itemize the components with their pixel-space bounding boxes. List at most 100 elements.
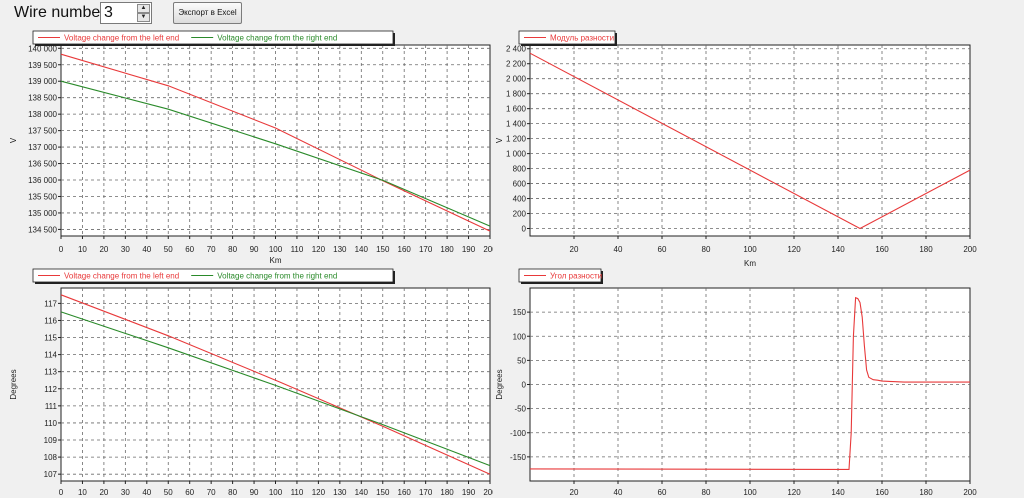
x-tick-label: 0 xyxy=(59,488,64,497)
y-axis-title: V xyxy=(9,137,18,143)
y-tick-label: 600 xyxy=(513,180,527,189)
y-axis-title: Degrees xyxy=(495,369,504,399)
chart-voltage-difference: 20 40 60 80 100 120 140 160 180 200 0 200 400 600 800 1… xyxy=(494,28,978,270)
x-tick-label: 140 xyxy=(355,488,369,497)
y-tick-label: 135 500 xyxy=(28,192,57,201)
x-tick-label: 60 xyxy=(185,488,194,497)
y-tick-label: -150 xyxy=(510,453,527,462)
y-tick-label: 200 xyxy=(513,210,527,219)
y-tick-label: 113 xyxy=(44,368,57,377)
series-line-red xyxy=(60,294,491,475)
series-line-red xyxy=(529,52,971,230)
chart-phase-angle: 0 10 20 30 40 50 60 70 80 90 100 110 120 130 140 150 160… xyxy=(8,266,493,498)
x-tick-label: 100 xyxy=(743,488,757,497)
x-tick-label: 50 xyxy=(164,488,173,497)
legend-box xyxy=(518,30,616,45)
x-tick-label: 0 xyxy=(59,245,64,254)
x-tick-label: 120 xyxy=(312,245,326,254)
x-tick-label: 30 xyxy=(121,245,130,254)
y-tick-label: 140 000 xyxy=(28,44,57,53)
x-tick-label: 50 xyxy=(164,245,173,254)
x-tick-label: 190 xyxy=(462,245,476,254)
x-tick-label: 100 xyxy=(269,245,283,254)
x-tick-label: 180 xyxy=(919,245,933,254)
y-tick-label: 0 xyxy=(522,381,527,390)
x-tick-label: 160 xyxy=(875,488,889,497)
x-tick-label: 60 xyxy=(658,488,667,497)
x-tick-label: 170 xyxy=(419,245,433,254)
y-tick-label: 400 xyxy=(513,195,527,204)
y-tick-label: 116 xyxy=(44,316,57,325)
x-tick-label: 160 xyxy=(875,245,889,254)
x-tick-label: 180 xyxy=(440,245,454,254)
x-tick-label: 80 xyxy=(228,245,237,254)
y-tick-label: 137 500 xyxy=(28,127,57,136)
legend-label: Voltage change from the left end xyxy=(64,272,179,281)
y-tick-label: 109 xyxy=(44,436,58,445)
legend-label: Модуль разности xyxy=(550,34,614,43)
x-tick-label: 110 xyxy=(291,488,304,497)
chart-angle-difference: 20 40 60 80 100 120 140 160 180 200 -150 -100 -50 0 50… xyxy=(494,266,978,498)
y-tick-label: 135 000 xyxy=(28,209,57,218)
series-line-green xyxy=(60,311,491,467)
legend-label: Voltage change from the left end xyxy=(64,34,179,43)
y-tick-label: -50 xyxy=(514,405,526,414)
y-tick-label: 50 xyxy=(517,356,526,365)
x-tick-label: 40 xyxy=(142,245,151,254)
x-tick-label: 20 xyxy=(99,488,108,497)
y-tick-label: 115 xyxy=(44,334,57,343)
series-line-red xyxy=(60,53,491,232)
x-tick-label: 10 xyxy=(78,488,87,497)
y-tick-label: 139 000 xyxy=(28,77,57,86)
x-tick-label: 180 xyxy=(919,488,933,497)
x-tick-label: 130 xyxy=(333,245,347,254)
x-tick-label: 200 xyxy=(483,245,493,254)
y-tick-label: 111 xyxy=(45,402,58,411)
spin-down-arrow-icon[interactable]: ▼ xyxy=(137,13,150,22)
x-tick-label: 150 xyxy=(376,488,390,497)
export-excel-button[interactable]: Экспорт в Excel xyxy=(173,2,242,24)
y-tick-label: 137 000 xyxy=(28,143,57,152)
x-tick-label: 80 xyxy=(702,245,711,254)
x-tick-label: 40 xyxy=(614,488,623,497)
x-tick-label: 200 xyxy=(483,488,493,497)
x-tick-label: 100 xyxy=(743,245,757,254)
x-tick-label: 160 xyxy=(398,245,412,254)
y-tick-label: 2 400 xyxy=(506,45,527,54)
x-axis-title: Km xyxy=(270,256,282,265)
x-tick-label: 70 xyxy=(207,488,216,497)
y-tick-label: 138 500 xyxy=(28,94,57,103)
y-tick-label: 1 600 xyxy=(506,105,527,114)
x-tick-label: 90 xyxy=(250,488,259,497)
x-tick-label: 150 xyxy=(376,245,390,254)
y-tick-label: 112 xyxy=(44,385,57,394)
wire-number-spinbox[interactable]: 3 ▲ ▼ xyxy=(100,2,152,24)
x-axis-title: Km xyxy=(744,259,756,268)
y-tick-label: 2 000 xyxy=(506,75,527,84)
x-tick-label: 190 xyxy=(462,488,476,497)
y-axis-title: V xyxy=(495,137,504,143)
y-tick-label: 1 400 xyxy=(506,120,527,129)
x-tick-label: 70 xyxy=(207,245,216,254)
x-tick-label: 60 xyxy=(658,245,667,254)
y-tick-label: 1 200 xyxy=(506,135,527,144)
y-tick-label: 108 xyxy=(44,453,58,462)
series-line-red xyxy=(529,296,970,470)
x-tick-label: 180 xyxy=(440,488,454,497)
legend-box xyxy=(518,268,602,283)
spin-up-arrow-icon[interactable]: ▲ xyxy=(137,4,150,13)
y-tick-label: 114 xyxy=(44,351,57,360)
x-tick-label: 20 xyxy=(570,488,579,497)
y-tick-label: 138 000 xyxy=(28,110,57,119)
legend-label: Voltage change from the right end xyxy=(217,272,337,281)
wire-number-value[interactable]: 3 xyxy=(104,4,113,21)
x-tick-label: 80 xyxy=(228,488,237,497)
x-tick-label: 30 xyxy=(121,488,130,497)
x-tick-label: 170 xyxy=(419,488,433,497)
y-tick-label: 0 xyxy=(522,225,527,234)
x-tick-label: 80 xyxy=(702,488,711,497)
y-tick-label: 1 000 xyxy=(506,150,527,159)
y-tick-label: 134 500 xyxy=(28,225,57,234)
x-tick-label: 120 xyxy=(787,488,801,497)
x-tick-label: 110 xyxy=(291,245,304,254)
